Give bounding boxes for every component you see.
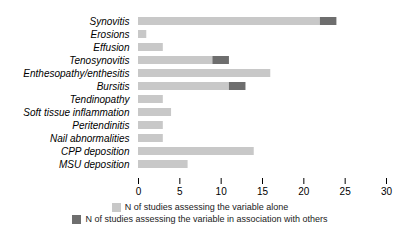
svg-text:10: 10 — [216, 186, 228, 197]
svg-text:5: 5 — [177, 186, 183, 197]
svg-text:Erosions: Erosions — [91, 29, 130, 40]
svg-text:Tendinopathy: Tendinopathy — [70, 94, 131, 105]
svg-text:15: 15 — [257, 186, 269, 197]
svg-text:Bursitis: Bursitis — [97, 81, 130, 92]
svg-text:Tenosynovitis: Tenosynovitis — [69, 55, 129, 66]
svg-text:0: 0 — [136, 186, 142, 197]
svg-text:20: 20 — [298, 186, 310, 197]
svg-text:MSU deposition: MSU deposition — [59, 159, 130, 170]
svg-text:Enthesopathy/enthesitis: Enthesopathy/enthesitis — [23, 68, 129, 79]
svg-text:30: 30 — [381, 186, 393, 197]
html-text:N of studies assessing the var: N of studies assessing the variable alon… — [124, 202, 289, 212]
html-text:N of studies assessing the var: N of studies assessing the variable in a… — [85, 214, 328, 224]
svg-text:Nail abnormalities: Nail abnormalities — [50, 133, 129, 144]
svg-text:CPP deposition: CPP deposition — [61, 146, 130, 157]
svg-text:25: 25 — [340, 186, 352, 197]
svg-text:Effusion: Effusion — [93, 42, 130, 53]
svg-text:Peritendinitis: Peritendinitis — [72, 120, 129, 131]
svg-text:Synovitis: Synovitis — [89, 16, 129, 27]
svg-text:Soft tissue inflammation: Soft tissue inflammation — [23, 107, 130, 118]
